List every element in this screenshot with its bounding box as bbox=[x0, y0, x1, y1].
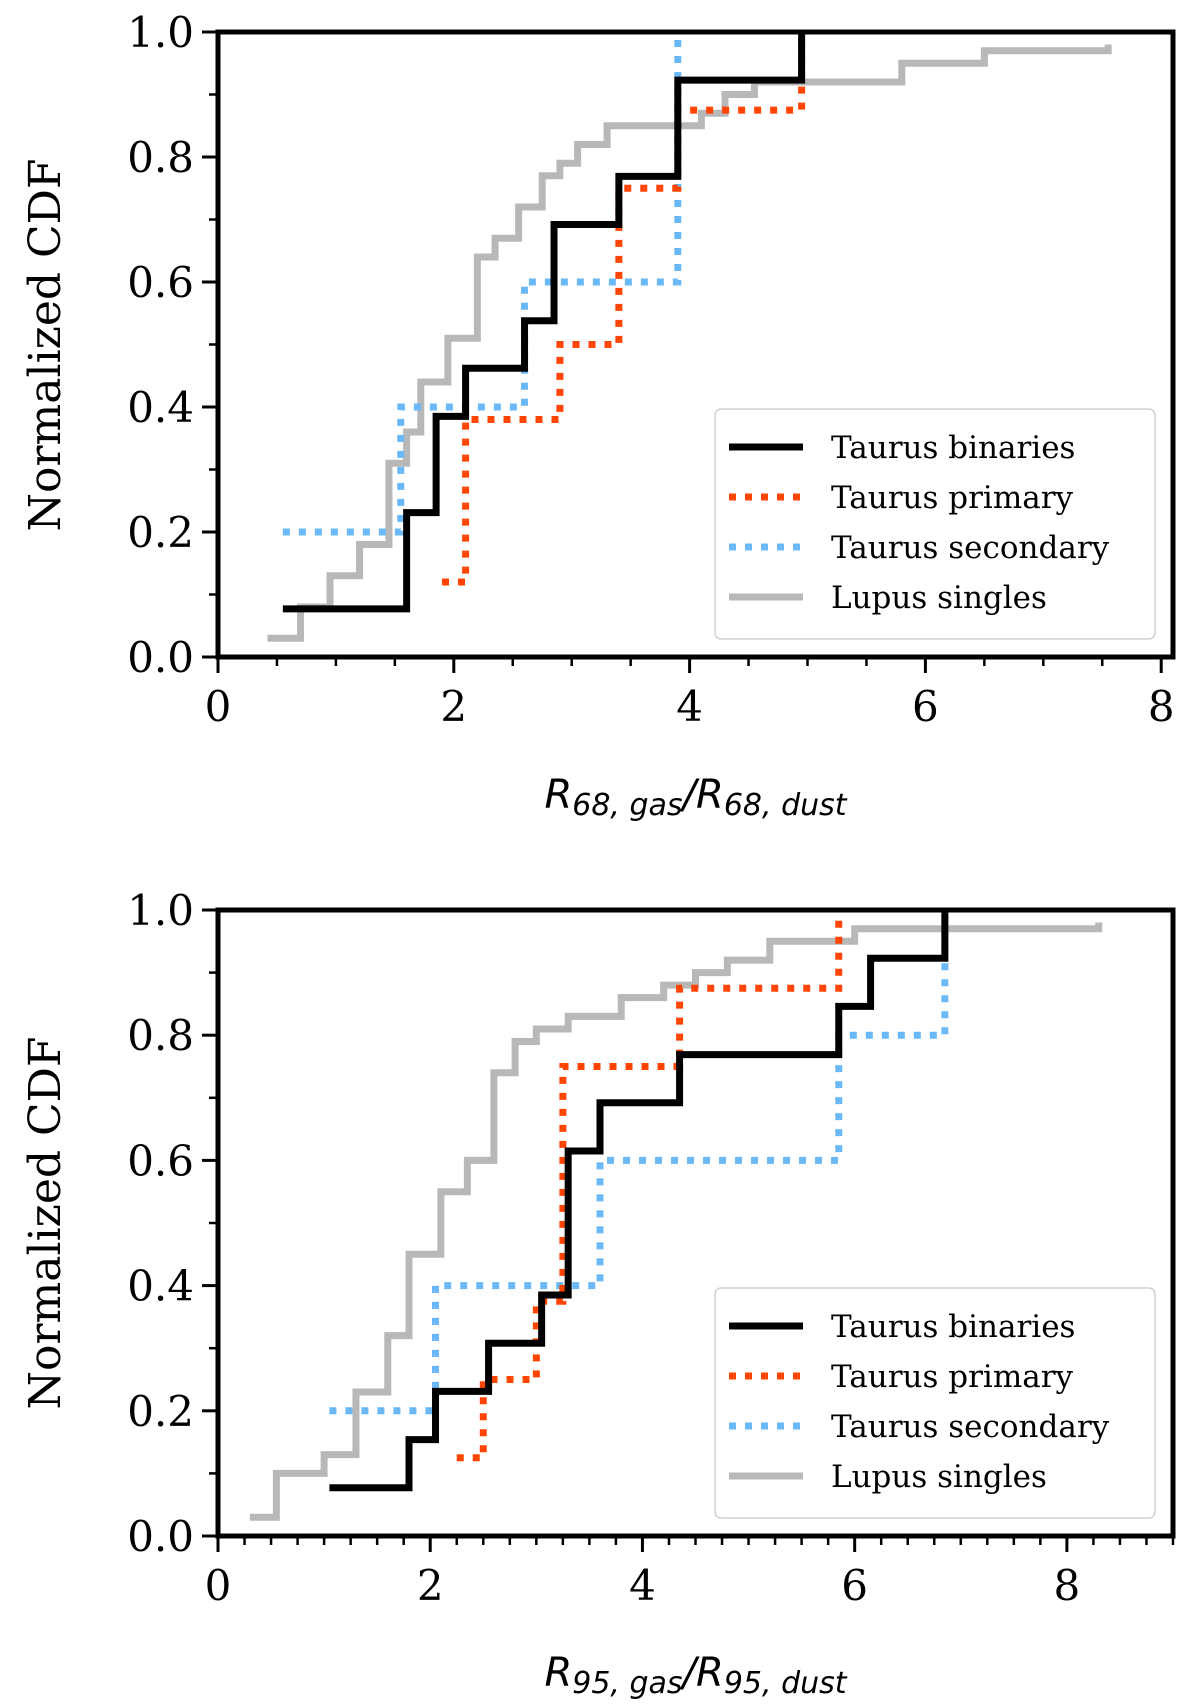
legend-label: Lupus singles bbox=[831, 580, 1047, 616]
series-taurus-binaries bbox=[282, 32, 806, 613]
x-axis-subscript: 68, dust bbox=[724, 788, 848, 823]
legend-label: Lupus singles bbox=[831, 1459, 1047, 1495]
y-tick-label: 0.0 bbox=[127, 1512, 194, 1561]
x-tick-label: 4 bbox=[676, 682, 703, 731]
legend-box bbox=[714, 408, 1156, 640]
plot-area bbox=[249, 910, 1103, 1521]
x-axis-symbol: /R bbox=[680, 1650, 724, 1696]
y-tick-label: 0.4 bbox=[127, 383, 194, 432]
x-tick-label: 6 bbox=[912, 682, 939, 731]
x-tick-label: 0 bbox=[205, 1561, 232, 1610]
legend-label: Taurus primary bbox=[831, 1359, 1074, 1395]
series-taurus-primary bbox=[456, 910, 843, 1462]
y-tick-label: 0.8 bbox=[127, 133, 194, 182]
y-tick-label: 0.2 bbox=[127, 1387, 194, 1436]
y-tick-label: 1.0 bbox=[127, 8, 194, 57]
y-tick-label: 1.0 bbox=[127, 886, 194, 935]
series-taurus-binaries bbox=[329, 910, 949, 1492]
y-tick-label: 0.8 bbox=[127, 1011, 194, 1060]
legend-label: Taurus binaries bbox=[831, 1309, 1075, 1345]
y-axis-title: Normalized CDF bbox=[20, 159, 71, 532]
x-tick-label: 8 bbox=[1148, 682, 1175, 731]
plot-area bbox=[267, 32, 1112, 642]
y-tick-label: 0.4 bbox=[127, 1262, 194, 1311]
x-axis-symbol: R bbox=[544, 1650, 572, 1696]
x-axis-title: R95, gas/R95, dust bbox=[544, 1650, 847, 1701]
legend-label: Taurus secondary bbox=[831, 530, 1110, 566]
legend-label: Taurus secondary bbox=[831, 1409, 1110, 1445]
x-tick-label: 0 bbox=[205, 682, 232, 731]
series-lupus-singles bbox=[249, 922, 1103, 1521]
x-tick-label: 4 bbox=[629, 1561, 656, 1610]
x-axis-symbol: /R bbox=[680, 772, 724, 818]
x-tick-label: 2 bbox=[417, 1561, 444, 1610]
x-axis-subscript: 68, gas bbox=[572, 788, 682, 823]
series-taurus-secondary bbox=[282, 32, 682, 536]
y-tick-label: 0.6 bbox=[127, 258, 194, 307]
series-taurus-primary bbox=[442, 32, 806, 586]
x-axis-symbol: R bbox=[544, 772, 572, 818]
y-tick-label: 0.2 bbox=[127, 508, 194, 557]
y-tick-label: 0.0 bbox=[127, 633, 194, 682]
y-axis-title: Normalized CDF bbox=[20, 1037, 71, 1410]
legend: Taurus binaries Taurus primary Taurus seco… bbox=[714, 1287, 1156, 1519]
legend: Taurus binaries Taurus primary Taurus seco… bbox=[714, 408, 1156, 640]
x-tick-label: 6 bbox=[841, 1561, 868, 1610]
legend-label: Taurus primary bbox=[831, 480, 1074, 516]
x-tick-label: 8 bbox=[1054, 1561, 1081, 1610]
y-tick-label: 0.6 bbox=[127, 1136, 194, 1185]
x-axis-subscript: 95, dust bbox=[724, 1666, 848, 1701]
series-taurus-secondary bbox=[329, 910, 949, 1415]
x-tick-label: 2 bbox=[440, 682, 467, 731]
x-axis-subscript: 95, gas bbox=[572, 1666, 682, 1701]
legend-label: Taurus binaries bbox=[831, 430, 1075, 466]
x-axis-title: R68, gas/R68, dust bbox=[544, 772, 847, 823]
legend-box bbox=[714, 1287, 1156, 1519]
